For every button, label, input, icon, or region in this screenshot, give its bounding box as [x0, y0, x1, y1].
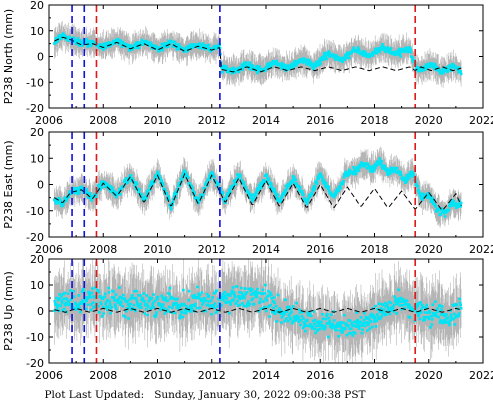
footer-timestamp: Sunday, January 30, 2022 09:00:38 PST	[154, 389, 366, 401]
x-tick-label: 2008	[89, 243, 117, 256]
y-tick-label: 0	[37, 51, 44, 64]
x-tick-label: 2020	[415, 114, 443, 127]
x-tick-label: 2020	[415, 369, 443, 382]
y-tick-label: 0	[37, 305, 44, 318]
x-tick-label: 2010	[144, 369, 172, 382]
x-tick-label: 2014	[252, 369, 280, 382]
model-line	[54, 307, 462, 313]
x-tick-label: 2012	[198, 243, 226, 256]
x-tick-label: 2014	[252, 243, 280, 256]
y-tick-label: 20	[30, 253, 44, 266]
y-tick-label: -10	[26, 205, 44, 218]
y-tick-label: -20	[26, 357, 44, 370]
x-tick-label: 2022	[469, 369, 493, 382]
plot-updated-footer: Plot Last Updated: Sunday, January 30, 2…	[0, 389, 410, 401]
x-tick-label: 2012	[198, 114, 226, 127]
x-tick-label: 2008	[89, 369, 117, 382]
x-tick-label: 2016	[306, 369, 334, 382]
x-tick-label: 2022	[469, 243, 493, 256]
y-tick-label: 10	[30, 152, 44, 165]
y-tick-label: -20	[26, 102, 44, 115]
y-tick-label: 10	[30, 25, 44, 38]
chart-panel-1: 200620082010201220142016201820202022-20-…	[2, 0, 493, 127]
x-tick-label: 2022	[469, 114, 493, 127]
x-tick-label: 2014	[252, 114, 280, 127]
y-tick-label: 20	[30, 0, 44, 12]
x-tick-label: 2016	[306, 114, 334, 127]
x-tick-label: 2020	[415, 243, 443, 256]
x-tick-label: 2018	[361, 243, 389, 256]
chart-panel-2: 200620082010201220142016201820202022-20-…	[2, 126, 493, 256]
y-axis-label: P238 Up (mm)	[2, 271, 15, 351]
x-tick-label: 2018	[361, 114, 389, 127]
x-tick-label: 2006	[35, 369, 63, 382]
x-tick-label: 2010	[144, 114, 172, 127]
x-tick-label: 2016	[306, 243, 334, 256]
y-tick-label: -20	[26, 231, 44, 244]
y-tick-label: -10	[26, 76, 44, 89]
observed-points	[53, 157, 463, 218]
x-tick-label: 2012	[198, 369, 226, 382]
x-tick-label: 2018	[361, 369, 389, 382]
model-line	[54, 36, 462, 73]
y-tick-label: -10	[26, 331, 44, 344]
x-tick-label: 2010	[144, 243, 172, 256]
plot-area	[53, 21, 463, 88]
y-axis-label: P238 East (mm)	[2, 140, 15, 228]
x-tick-label: 2008	[89, 114, 117, 127]
plot-area	[53, 259, 463, 363]
y-axis-label: P238 North (mm)	[2, 9, 15, 104]
y-tick-label: 20	[30, 126, 44, 139]
x-tick-label: 2006	[35, 243, 63, 256]
plot-area	[53, 146, 463, 228]
y-tick-label: 10	[30, 279, 44, 292]
footer-label: Plot Last Updated:	[44, 389, 145, 401]
y-tick-label: 0	[37, 179, 44, 192]
observed-points	[53, 283, 463, 339]
x-tick-label: 2006	[35, 114, 63, 127]
chart-panel-3: 200620082010201220142016201820202022-20-…	[2, 253, 493, 382]
